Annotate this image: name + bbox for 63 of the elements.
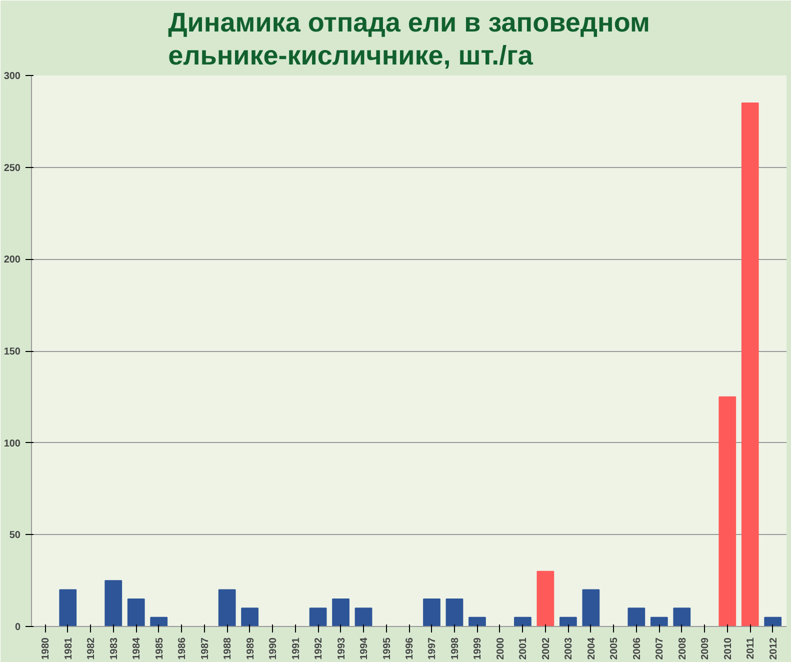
bar <box>309 608 327 626</box>
bar <box>423 598 440 626</box>
y-tick-label: 200 <box>4 254 21 266</box>
x-tick-label: 1989 <box>245 637 256 660</box>
x-tick-label: 2005 <box>609 637 620 660</box>
x-tick-label: 1998 <box>450 637 461 660</box>
x-tick-label: 2008 <box>677 637 688 660</box>
x-tick-label: 1993 <box>336 637 348 660</box>
bar <box>764 616 782 626</box>
bar <box>582 589 600 626</box>
bar <box>514 616 532 626</box>
y-tick-label: 100 <box>4 438 21 450</box>
bar <box>241 608 258 626</box>
x-tick-label: 1992 <box>314 637 325 660</box>
bar <box>150 616 168 626</box>
x-tick-label: 1990 <box>268 637 280 660</box>
y-tick-label: 250 <box>4 162 21 174</box>
x-tick-label: 2004 <box>586 637 598 660</box>
bar <box>628 608 646 626</box>
y-tick-label: 150 <box>4 346 21 358</box>
bar <box>332 598 350 626</box>
x-tick-label: 1983 <box>108 637 120 660</box>
bar <box>741 102 759 626</box>
y-tick-label: 50 <box>9 530 21 542</box>
bar <box>59 589 77 626</box>
bar <box>718 396 736 626</box>
x-tick-label: 1996 <box>404 637 416 660</box>
x-tick-label: 2012 <box>768 637 780 660</box>
x-tick-label: 1987 <box>200 637 211 660</box>
x-tick-label: 1981 <box>63 637 74 660</box>
x-tick-label: 1980 <box>40 637 52 660</box>
x-tick-label: 2009 <box>700 637 712 660</box>
bar <box>560 616 577 626</box>
x-tick-label: 2011 <box>746 637 757 660</box>
x-tick-label: 2007 <box>654 637 666 660</box>
chart-title: Динамика отпада ели в заповедном ельнике-кисличнике, шт./га <box>168 8 650 70</box>
bar <box>127 598 145 626</box>
x-tick-label: 1988 <box>222 637 234 660</box>
bar <box>218 589 236 626</box>
bar <box>468 616 486 626</box>
x-tick-label: 1986 <box>177 637 188 660</box>
bar <box>446 598 464 626</box>
x-tick-label: 1991 <box>290 637 302 660</box>
x-tick-label: 1997 <box>427 637 438 660</box>
x-tick-label: 1985 <box>154 637 166 660</box>
x-tick-label: 2002 <box>540 637 552 660</box>
bar <box>354 608 372 626</box>
bar <box>104 580 122 626</box>
x-tick-label: 2003 <box>564 637 575 660</box>
x-tick-label: 2010 <box>722 637 734 660</box>
x-tick-label: 2006 <box>632 637 643 660</box>
bar <box>673 608 691 626</box>
y-tick-label: 300 <box>4 71 21 82</box>
y-tick-label: 0 <box>14 622 21 633</box>
x-tick-label: 1994 <box>359 637 370 660</box>
x-tick-label: 1984 <box>132 637 143 660</box>
x-tick-label: 1982 <box>86 637 98 660</box>
x-tick-label: 1995 <box>382 637 393 660</box>
bar <box>536 570 554 626</box>
bar <box>650 616 668 626</box>
x-tick-label: 2001 <box>518 637 530 660</box>
x-tick-label: 2000 <box>495 637 506 660</box>
x-tick-label: 1999 <box>472 637 484 660</box>
